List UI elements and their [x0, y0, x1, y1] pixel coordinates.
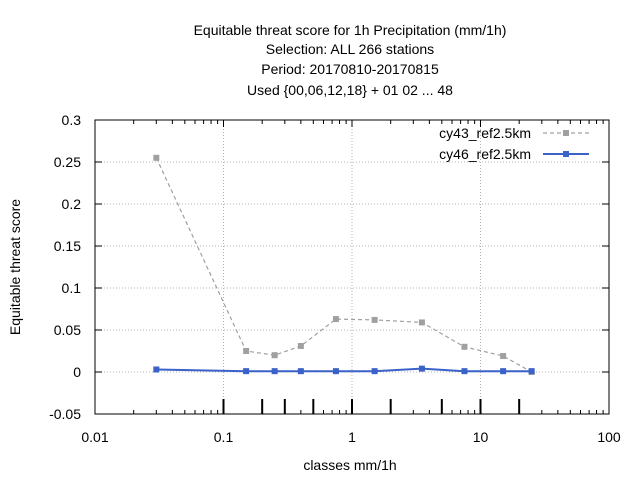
series-2-point [332, 368, 339, 375]
y-tick-label: 0.15 [54, 238, 81, 254]
series-2-point [418, 365, 425, 372]
x-tick-labels: 0.01 0.1 1 10 100 [81, 429, 621, 445]
y-axis-label: Equitable threat score [7, 199, 23, 335]
series-1-point [371, 316, 378, 323]
series-2-point [461, 368, 468, 375]
x-tick-label: 0.01 [81, 429, 108, 445]
title-line-4: Used {00,06,12,18} + 01 02 ... 48 [247, 82, 453, 98]
series-1-point [332, 316, 339, 323]
series-1-point [271, 352, 278, 359]
legend-marker-1 [563, 130, 569, 136]
x-tick-label: 10 [473, 429, 489, 445]
grid [95, 120, 609, 414]
series-1-point [500, 353, 507, 360]
y-tick-label: 0.25 [54, 154, 81, 170]
legend: cy43_ref2.5km cy46_ref2.5km [439, 125, 589, 162]
series-2-point [271, 368, 278, 375]
series-2-point [297, 368, 304, 375]
series-line-1 [155, 157, 532, 373]
title-line-1: Equitable threat score for 1h Precipitat… [194, 22, 507, 38]
series-1-point [153, 154, 160, 161]
y-tick-label: 0.05 [54, 322, 81, 338]
series-line-2 [156, 367, 532, 373]
plot-frame [94, 119, 610, 415]
legend-marker-2 [563, 151, 569, 157]
x-tick-label: 100 [597, 429, 621, 445]
legend-label-2: cy46_ref2.5km [439, 146, 531, 162]
series-2-point [500, 368, 507, 375]
chart-title: Equitable threat score for 1h Precipitat… [194, 22, 507, 98]
y-tick-labels: -0.05 0 0.05 0.1 0.15 0.2 0.25 0.3 [49, 112, 81, 422]
series-2-point [153, 366, 160, 373]
x-tick-label: 0.1 [214, 429, 234, 445]
series-1-point [297, 342, 304, 349]
series-1-point [418, 319, 425, 326]
legend-label-1: cy43_ref2.5km [439, 125, 531, 141]
series [153, 154, 535, 375]
x-axis-label: classes mm/1h [303, 457, 396, 473]
series-2-point [371, 368, 378, 375]
y-tick-label: -0.05 [49, 406, 81, 422]
y-tick-label: 0.3 [62, 112, 82, 128]
x-tick-label: 1 [348, 429, 356, 445]
series-1-point [461, 343, 468, 350]
title-line-2: Selection: ALL 266 stations [266, 41, 434, 57]
title-line-3: Period: 20170810-20170815 [261, 61, 439, 77]
series-2-point [243, 368, 250, 375]
y-tick-label: 0.2 [62, 196, 82, 212]
series-2-point [528, 368, 535, 375]
series-1-point [243, 348, 250, 354]
y-tick-label: 0.1 [62, 280, 82, 296]
y-tick-label: 0 [73, 364, 81, 380]
